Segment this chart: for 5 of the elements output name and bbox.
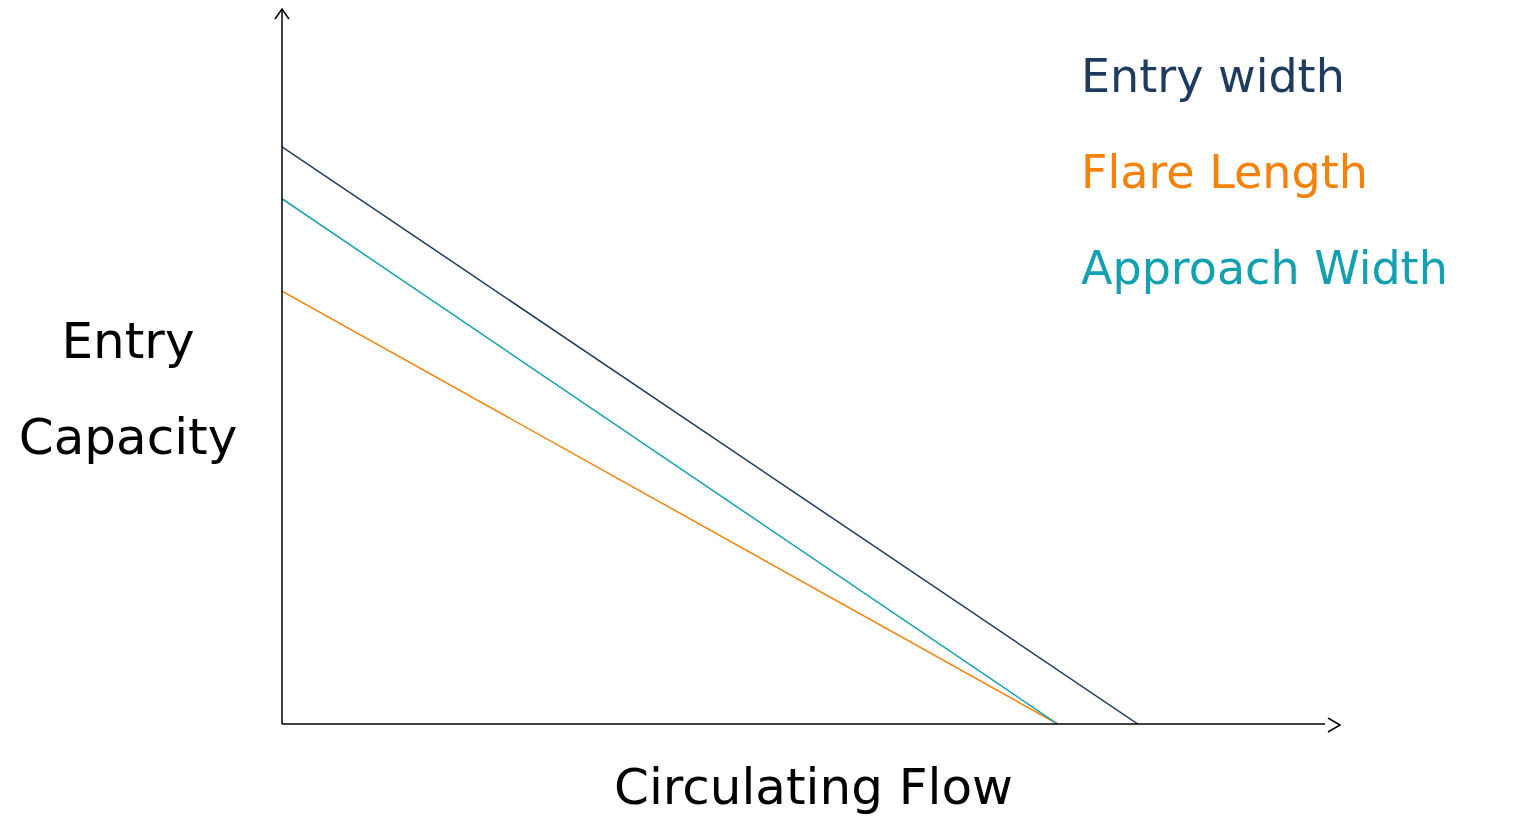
text: Approach Width [1081, 240, 1448, 297]
text: Flare Length [1081, 144, 1369, 201]
text: Entry width [1081, 48, 1346, 105]
x-axis-title: Circulating Flow [613, 758, 1014, 816]
y-axis-title: Entry Capacity [17, 311, 239, 468]
